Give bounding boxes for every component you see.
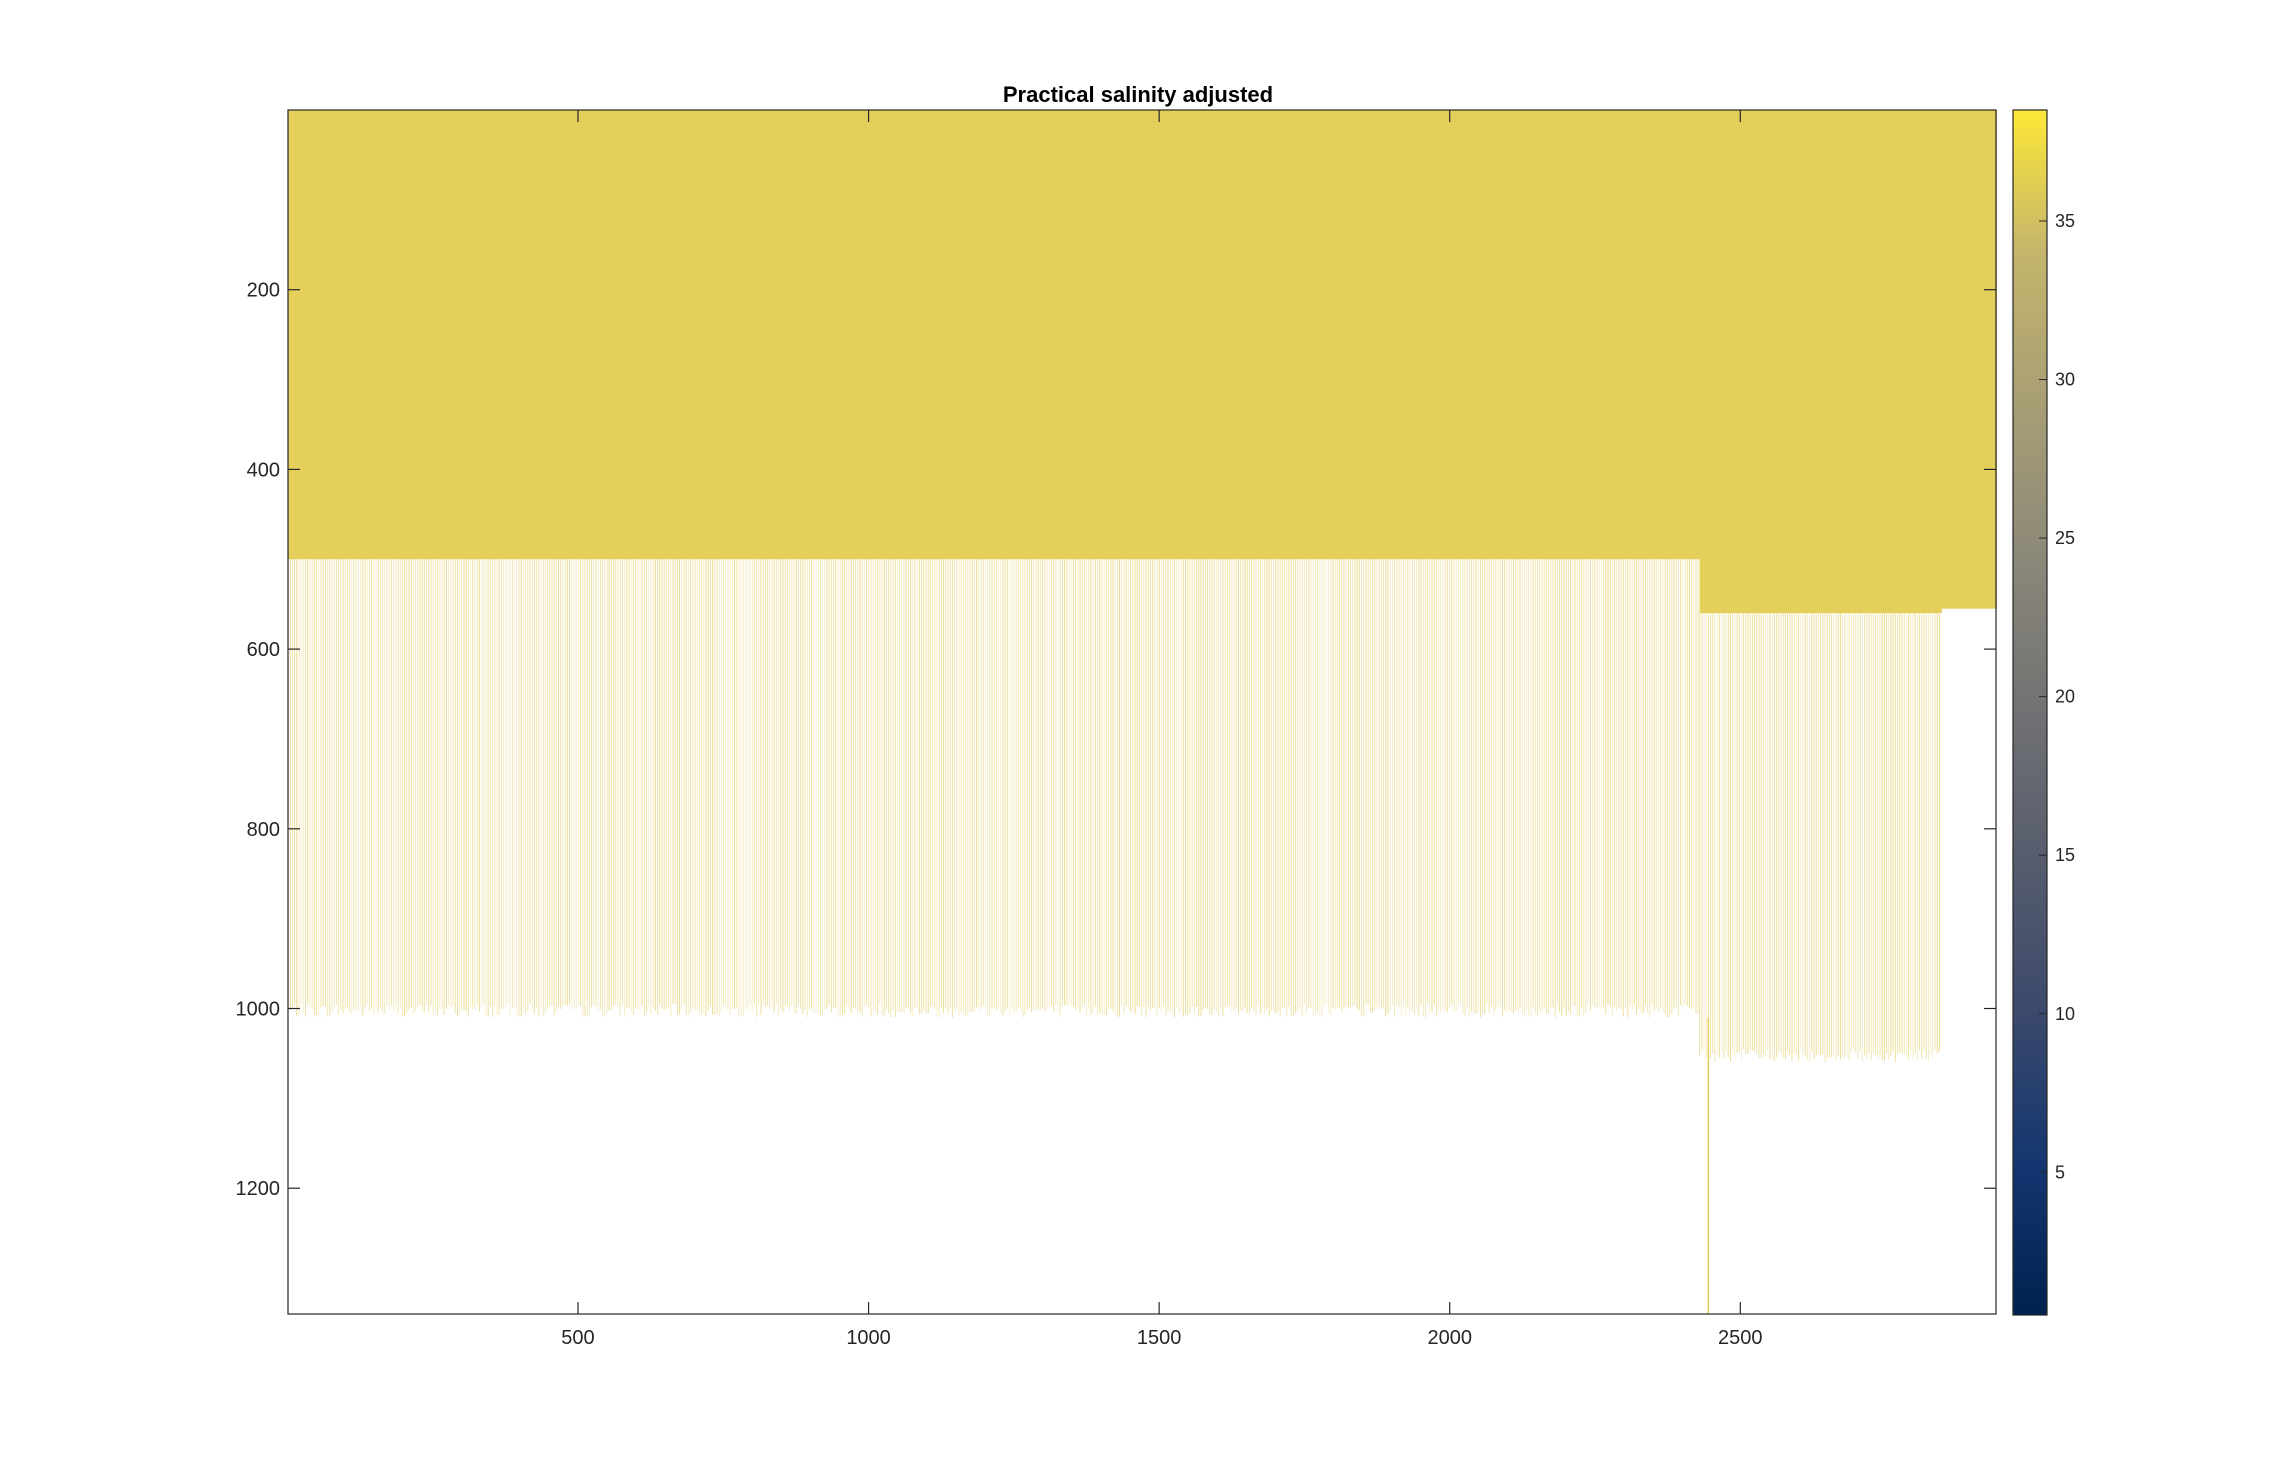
cb-tick-label-0: 5 <box>2055 1162 2065 1182</box>
dense-region-1 <box>1699 110 1942 614</box>
y-tick-label-3: 800 <box>247 819 280 841</box>
cb-tick-label-6: 35 <box>2055 211 2075 231</box>
cb-tick-label-4: 25 <box>2055 528 2075 548</box>
x-tick-label-0: 500 <box>561 1327 594 1349</box>
cb-tick-label-2: 15 <box>2055 845 2075 865</box>
colorbar: 5 10 15 20 25 30 35 <box>2012 109 2075 1316</box>
dense-region-0 <box>288 110 1701 560</box>
cb-tick-label-3: 20 <box>2055 687 2075 707</box>
x-axis: 500 1000 1500 2000 2500 <box>561 110 1763 1349</box>
heatmap-area <box>288 110 1997 614</box>
x-tick-label-1: 1000 <box>846 1327 891 1349</box>
x-tick-label-3: 2000 <box>1427 1327 1472 1349</box>
y-tick-label-1: 400 <box>247 459 280 481</box>
profile-lines <box>287 559 1940 1314</box>
chart-title: Practical salinity adjusted <box>1003 82 1273 107</box>
plot-frame <box>287 109 1997 1315</box>
y-tick-label-2: 600 <box>247 639 280 661</box>
y-tick-label-5: 1200 <box>236 1178 281 1200</box>
colorbar-gradient <box>2012 109 2048 1316</box>
y-tick-label-0: 200 <box>247 280 280 302</box>
x-tick-label-4: 2500 <box>1718 1327 1763 1349</box>
y-axis: 200 400 600 800 1000 1200 <box>236 280 1996 1200</box>
dense-region-2 <box>1940 110 1997 609</box>
cb-tick-label-1: 10 <box>2055 1004 2075 1024</box>
colorbar-ticks: 5 10 15 20 25 30 35 <box>2039 211 2075 1182</box>
y-tick-label-4: 1000 <box>236 999 281 1021</box>
cb-tick-label-5: 30 <box>2055 370 2075 390</box>
x-tick-label-2: 1500 <box>1137 1327 1182 1349</box>
